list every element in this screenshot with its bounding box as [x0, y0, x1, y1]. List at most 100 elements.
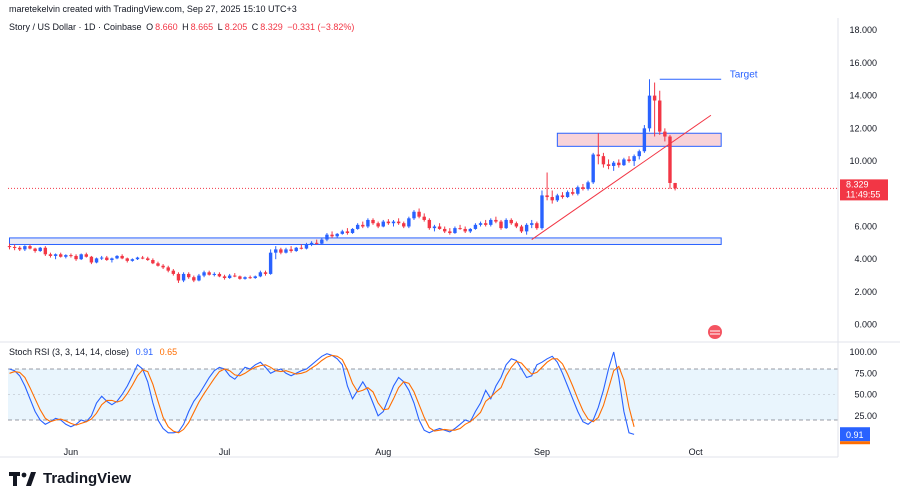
candle-body [94, 258, 99, 263]
rsi-tick-label: 100.00 [849, 347, 877, 357]
candle-body [371, 219, 375, 224]
candle-body [524, 224, 529, 232]
stoch-d-line [9, 354, 635, 434]
candle-body [555, 195, 560, 201]
candle-body [284, 249, 288, 253]
zone-red [556, 132, 722, 147]
candle-body [545, 195, 549, 198]
candle-body [320, 239, 324, 244]
candle-body [289, 249, 293, 252]
candle-body [263, 272, 268, 274]
symbol-title[interactable]: Story / US Dollar · 1D · Coinbase [9, 22, 142, 32]
candle-body [453, 228, 457, 234]
candle-body [458, 228, 462, 230]
candle-body [59, 254, 63, 257]
candle-body [350, 228, 355, 234]
candle-body [294, 247, 298, 252]
candle-body [509, 219, 513, 224]
candle-body [407, 218, 411, 227]
candle-body [391, 221, 396, 224]
candle-body [105, 257, 109, 261]
candle-body [596, 154, 600, 157]
price-tick-label: 6.000 [854, 221, 877, 231]
last-price-value: 8.329 [846, 179, 869, 189]
candle-body [535, 223, 539, 229]
candle-body [74, 255, 78, 260]
rsi-tick-label: 25.00 [854, 411, 877, 421]
high-label: H [182, 22, 189, 32]
low-label: L [217, 22, 223, 32]
candle-body [258, 272, 263, 277]
time-tick-label: Aug [375, 447, 391, 457]
candle-body [79, 254, 83, 260]
price-tick-label: 0.000 [854, 320, 877, 330]
candle-body [581, 187, 585, 189]
candle-body [135, 257, 140, 260]
price-legend: Story / US Dollar · 1D · Coinbase O 8.660… [9, 22, 356, 32]
rsi-legend: Stoch RSI (3, 3, 14, 14, close) 0.91 0.6… [9, 347, 177, 357]
candle-body [146, 258, 150, 261]
candle-body [396, 221, 401, 224]
candle-body [550, 197, 554, 201]
candle-body [402, 223, 406, 227]
candle-body [361, 224, 365, 227]
price-pane: Target [7, 69, 838, 339]
candle-body [642, 128, 647, 152]
candle-body [345, 231, 350, 234]
close-value: 8.329 [260, 22, 283, 32]
close-label: C [251, 22, 259, 32]
candle-body [448, 231, 452, 234]
candle-body [422, 216, 426, 220]
candle-body [519, 226, 524, 232]
price-tick-label: 14.000 [849, 91, 877, 101]
candle-body [468, 228, 472, 232]
stoch-k-line [9, 351, 635, 435]
countdown-value: 11:49:55 [846, 189, 880, 199]
candle-body [658, 100, 662, 132]
candle-body [483, 223, 488, 225]
candle-body [38, 247, 42, 252]
candle-body [381, 221, 385, 227]
candle-body [217, 273, 222, 277]
candle-body [253, 276, 257, 279]
candle-body [181, 273, 186, 281]
candle-body [187, 273, 191, 278]
rsi-value-tag-text: 0.91 [846, 430, 864, 440]
price-tick-label: 4.000 [854, 254, 877, 264]
candle-body [161, 265, 165, 268]
candle-body [330, 234, 334, 237]
event-icon [708, 325, 722, 339]
price-tick-label: 16.000 [849, 58, 877, 68]
candle-body [586, 182, 590, 189]
candle-body [335, 233, 339, 237]
candle-body [504, 219, 508, 229]
tradingview-logo-icon [9, 471, 37, 487]
tradingview-logo[interactable]: TradingView [9, 470, 131, 487]
rsi-d-tag [840, 441, 870, 445]
candle-body [309, 242, 314, 245]
candle-body [576, 187, 580, 194]
candle-body [33, 248, 37, 252]
time-tick-label: Oct [689, 447, 704, 457]
candle-body [606, 164, 611, 166]
candle-body [64, 255, 68, 257]
candle-body [325, 234, 329, 240]
rsi-title[interactable]: Stoch RSI (3, 3, 14, 14, close) [9, 347, 130, 357]
price-tick-label: 2.000 [854, 287, 877, 297]
candle-body [632, 156, 636, 162]
candle-body [427, 219, 432, 229]
high-value: 8.665 [190, 22, 214, 32]
candle-body [443, 228, 447, 232]
candle-body [120, 255, 124, 259]
time-tick-label: Jul [219, 447, 231, 457]
open-value: 8.660 [155, 22, 178, 32]
candle-body [315, 242, 319, 244]
candle-body [355, 224, 360, 229]
candle-body [212, 273, 216, 275]
time-tick-label: Sep [534, 447, 550, 457]
trendline [531, 114, 712, 240]
candle-body [366, 219, 370, 227]
candle-body [53, 254, 58, 256]
candle-body [478, 223, 483, 225]
price-tick-label: 18.000 [849, 25, 877, 35]
